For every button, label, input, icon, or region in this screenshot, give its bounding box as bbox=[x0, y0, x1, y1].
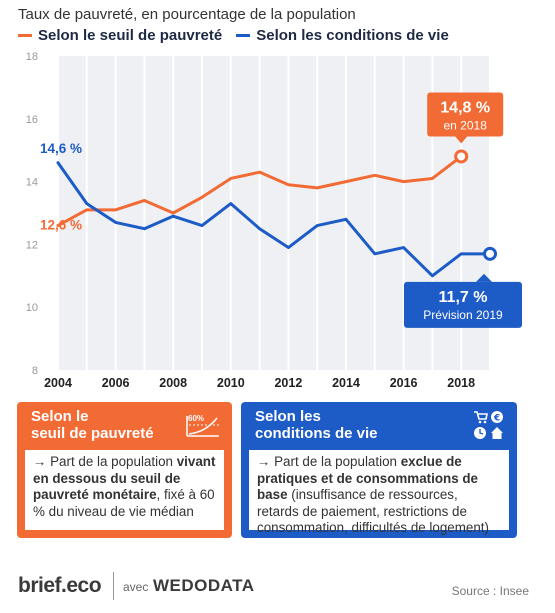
living-conditions-icons: € bbox=[474, 411, 503, 439]
legend-label-conditions: Selon les conditions de vie bbox=[256, 27, 449, 44]
card-conditions-vie: Selon les conditions de vie € → Part de … bbox=[241, 402, 517, 538]
y-tick-10: 10 bbox=[26, 302, 38, 314]
x-tick-2008: 2008 bbox=[159, 376, 187, 390]
svg-text:€: € bbox=[493, 414, 500, 424]
y-tick-14: 14 bbox=[26, 177, 38, 189]
percent-chart-icon: 60% bbox=[186, 414, 219, 437]
end-marker-seuil bbox=[454, 149, 469, 164]
legend-label-seuil: Selon le seuil de pauvreté bbox=[38, 27, 223, 44]
x-tick-2004: 2004 bbox=[44, 376, 72, 390]
callout-seuil-box bbox=[427, 92, 504, 137]
house-icon bbox=[491, 427, 503, 439]
label-start-seuil: 12,6 % bbox=[40, 218, 82, 233]
line-chart: 8 10 12 14 16 18 2004 2006 2008 2010 2012 2014 2016 2… bbox=[26, 51, 522, 390]
callout-conditions-pointer bbox=[476, 273, 492, 282]
x-tick-2018: 2018 bbox=[447, 376, 475, 390]
callout-seuil-value: 14,8 % bbox=[440, 99, 490, 116]
callout-conditions-box bbox=[404, 281, 522, 328]
partner-logo: WEDODATA bbox=[153, 576, 255, 595]
source-note: Source : Insee bbox=[451, 584, 529, 598]
card-conditions-header: Selon les conditions de vie € bbox=[241, 402, 517, 448]
end-marker-conditions bbox=[483, 246, 497, 261]
card-seuil-description: → Part de la population vivant en dessou… bbox=[25, 450, 224, 530]
card-conditions-title: Selon les conditions de vie bbox=[255, 408, 378, 442]
callout-conditions: 11,7 % Prévision 2019 bbox=[404, 273, 522, 328]
callout-seuil: 14,8 % en 2018 bbox=[427, 92, 504, 144]
clock-icon bbox=[474, 427, 486, 439]
card-seuil-header: Selon le seuil de pauvreté 60% bbox=[17, 402, 232, 448]
chart-title: Taux de pauvreté, en pourcentage de la p… bbox=[18, 6, 356, 23]
legend-swatch-blue bbox=[236, 34, 251, 37]
euro-icon: € bbox=[491, 411, 503, 424]
label-start-conditions: 14,6 % bbox=[40, 141, 82, 156]
brand-logo: brief.eco bbox=[18, 574, 102, 597]
card-seuil-pauvrete: Selon le seuil de pauvreté 60% → Part de… bbox=[17, 402, 232, 538]
x-tick-2014: 2014 bbox=[332, 376, 360, 390]
x-tick-2010: 2010 bbox=[217, 376, 245, 390]
svg-text:60%: 60% bbox=[188, 414, 204, 423]
callout-conditions-value: 11,7 % bbox=[439, 289, 488, 306]
x-tick-2012: 2012 bbox=[274, 376, 302, 390]
x-tick-2016: 2016 bbox=[390, 376, 418, 390]
legend: Selon le seuil de pauvreté Selon les con… bbox=[18, 27, 463, 44]
legend-swatch-orange bbox=[18, 34, 32, 37]
callout-conditions-sub: Prévision 2019 bbox=[423, 308, 503, 322]
callout-seuil-sub: en 2018 bbox=[444, 118, 488, 132]
x-tick-2006: 2006 bbox=[102, 376, 130, 390]
card-seuil-title: Selon le seuil de pauvreté bbox=[31, 408, 154, 442]
legend-item-conditions: Selon les conditions de vie bbox=[236, 27, 449, 44]
y-tick-12: 12 bbox=[26, 239, 38, 251]
legend-item-seuil: Selon le seuil de pauvreté bbox=[18, 27, 222, 44]
series-line-conditions bbox=[56, 161, 492, 278]
footer-avec: avec bbox=[123, 580, 149, 594]
card-conditions-description: → Part de la population exclue de pratiq… bbox=[249, 450, 509, 535]
cart-icon bbox=[474, 411, 488, 424]
y-tick-18: 18 bbox=[26, 51, 38, 63]
footer-divider bbox=[113, 572, 114, 600]
y-tick-8: 8 bbox=[32, 365, 38, 377]
callout-seuil-pointer bbox=[455, 136, 468, 144]
y-tick-16: 16 bbox=[26, 114, 38, 126]
